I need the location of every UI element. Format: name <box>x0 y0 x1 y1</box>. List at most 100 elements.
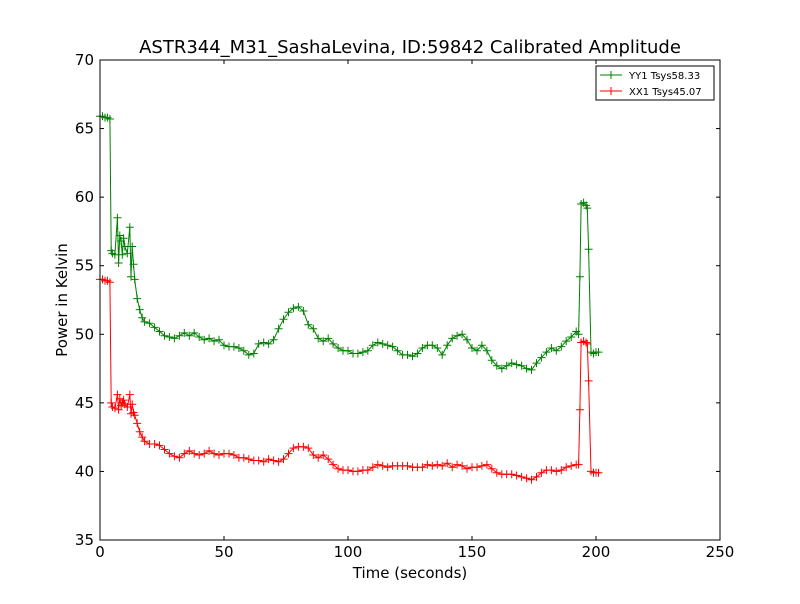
data-point-marker <box>594 348 603 357</box>
data-point-marker <box>557 466 566 475</box>
data-point-marker <box>314 334 323 343</box>
data-point-marker <box>279 315 288 324</box>
data-point-marker <box>113 390 122 399</box>
data-point-marker <box>259 338 268 347</box>
legend-box <box>595 65 715 101</box>
data-point-marker <box>482 346 491 355</box>
data-point-marker <box>473 463 481 472</box>
data-point-marker <box>195 451 204 459</box>
data-point-marker <box>358 348 367 357</box>
data-point-marker <box>304 444 313 453</box>
data-point-marker <box>145 319 154 328</box>
data-point-marker <box>234 344 243 352</box>
data-point-marker <box>537 353 546 362</box>
data-point-marker <box>289 304 298 313</box>
data-point-marker <box>259 457 268 466</box>
data-point-marker <box>477 461 486 470</box>
data-point-marker <box>383 341 392 350</box>
data-point-marker <box>244 350 253 359</box>
data-point-marker <box>170 452 179 461</box>
x-tick-label: 150 <box>458 543 487 561</box>
x-tick-label: 50 <box>214 543 233 561</box>
data-point-marker <box>175 453 184 462</box>
data-point-marker <box>517 472 526 481</box>
y-tick-label: 65 <box>75 120 94 138</box>
data-point-marker <box>353 349 362 358</box>
data-point-marker <box>334 464 343 473</box>
data-point-marker <box>383 463 392 472</box>
legend-marker <box>607 87 615 95</box>
y-tick-label: 40 <box>75 462 94 480</box>
data-point-marker <box>175 331 184 340</box>
data-point-marker <box>269 335 278 344</box>
data-point-marker <box>463 464 471 473</box>
y-tick-label: 60 <box>75 188 94 206</box>
data-point-marker <box>140 437 149 446</box>
data-point-marker <box>244 455 253 464</box>
data-point-marker <box>433 460 442 469</box>
data-point-marker <box>448 463 457 472</box>
y-tick-label: 70 <box>75 51 94 69</box>
data-point-marker <box>133 294 142 303</box>
data-point-marker <box>190 328 199 337</box>
data-point-marker <box>119 234 128 243</box>
data-point-marker <box>428 461 437 470</box>
y-tick-label: 35 <box>75 531 94 549</box>
x-tick-label: 200 <box>582 543 611 561</box>
data-point-marker <box>314 453 323 462</box>
data-point-marker <box>215 451 223 459</box>
data-point-marker <box>527 365 536 374</box>
data-point-marker <box>180 449 189 458</box>
data-point-marker <box>299 442 308 451</box>
data-point-marker <box>428 341 437 350</box>
data-point-marker <box>135 427 144 436</box>
data-point-marker <box>155 441 164 450</box>
data-point-marker <box>105 115 114 123</box>
data-point-marker <box>413 349 422 358</box>
data-point-marker <box>473 346 481 355</box>
data-point-marker <box>418 344 427 352</box>
data-point-marker <box>482 460 491 469</box>
data-point-marker <box>170 334 179 343</box>
data-point-marker <box>378 339 387 348</box>
data-point-marker <box>114 259 123 267</box>
data-point-marker <box>583 204 592 213</box>
data-point-marker <box>433 344 442 352</box>
data-point-marker <box>353 467 362 476</box>
data-point-marker <box>129 260 138 269</box>
data-point-marker <box>165 333 174 341</box>
data-point-marker <box>264 455 273 464</box>
data-point-marker <box>423 460 432 469</box>
data-point-marker <box>368 341 377 350</box>
data-point-marker <box>138 313 147 322</box>
data-point-marker <box>344 466 352 475</box>
data-point-marker <box>225 449 233 458</box>
data-point-marker <box>274 457 283 466</box>
data-point-marker <box>239 453 248 462</box>
data-point-marker <box>249 349 258 358</box>
data-point-marker <box>574 330 583 339</box>
legend-label: YY1 Tsys58.33 <box>628 71 700 82</box>
data-point-marker <box>114 405 123 414</box>
data-point-marker <box>388 342 397 351</box>
data-point-marker <box>468 344 476 352</box>
data-point-marker <box>532 359 541 368</box>
data-point-marker <box>393 346 402 355</box>
data-point-marker <box>547 466 556 475</box>
data-point-marker <box>497 364 506 373</box>
data-point-marker <box>527 475 536 484</box>
data-point-marker <box>557 342 566 351</box>
data-point-marker <box>363 346 372 355</box>
data-point-marker <box>517 361 526 370</box>
data-point-marker <box>329 460 338 469</box>
data-point-marker <box>567 461 576 470</box>
data-point-marker <box>185 446 194 455</box>
data-point-marker <box>438 461 447 470</box>
legend-item-1: YY1 Tsys58.33 <box>600 71 700 82</box>
data-point-marker <box>575 272 584 281</box>
data-point-marker <box>522 474 531 483</box>
data-point-marker <box>239 346 248 355</box>
data-point-marker <box>368 463 377 472</box>
data-point-marker <box>210 449 219 458</box>
data-point-marker <box>502 361 511 370</box>
